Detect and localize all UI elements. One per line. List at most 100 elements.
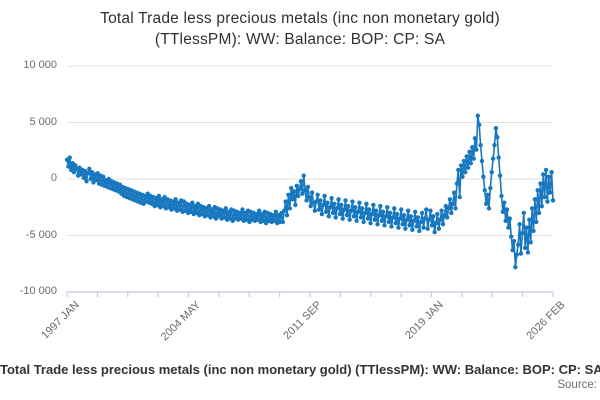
data-point (534, 219, 539, 225)
data-point (325, 200, 330, 205)
y-axis-label: -5 000 (25, 228, 57, 241)
data-point (327, 205, 333, 210)
data-point (492, 142, 497, 148)
data-point (291, 189, 297, 194)
data-point (393, 220, 398, 226)
data-point (282, 208, 287, 213)
data-point (531, 228, 536, 234)
data-point (405, 208, 411, 213)
data-point (472, 136, 478, 141)
data-point (482, 188, 487, 193)
data-point (346, 203, 351, 209)
data-point (525, 250, 531, 255)
data-point (463, 170, 468, 175)
source-label: Source: (557, 379, 597, 391)
data-point (394, 211, 400, 217)
data-point (372, 217, 377, 222)
data-point (67, 155, 72, 160)
y-axis-label: 0 (50, 172, 57, 184)
data-point (511, 238, 517, 244)
data-point (549, 170, 554, 175)
data-point (307, 194, 312, 200)
data-point (521, 210, 526, 216)
data-point (518, 251, 524, 256)
data-point (541, 172, 546, 177)
data-point (438, 217, 443, 222)
y-axis-label: -10 000 (19, 285, 57, 297)
data-point (316, 207, 322, 212)
data-point (190, 200, 195, 205)
data-point (302, 188, 308, 193)
data-point (298, 179, 304, 184)
data-point (410, 227, 415, 233)
data-point (461, 158, 467, 164)
data-point (329, 196, 334, 201)
data-point (451, 190, 457, 195)
data-point (323, 209, 329, 214)
data-point (444, 215, 450, 220)
data-point (415, 215, 421, 220)
data-point (481, 174, 486, 179)
data-point (361, 219, 366, 225)
data-point (73, 163, 78, 168)
data-point (543, 167, 549, 173)
data-point (408, 214, 414, 219)
data-point (364, 201, 369, 207)
data-point (84, 179, 89, 184)
data-point (453, 206, 458, 211)
data-point (380, 209, 386, 214)
data-point (428, 208, 433, 213)
chart-title-line1: Total Trade less precious metals (inc no… (100, 10, 500, 27)
y-axis-label: 5 000 (29, 115, 57, 128)
data-point (506, 225, 511, 230)
data-point (429, 223, 435, 228)
data-point (499, 193, 504, 199)
data-point (283, 199, 288, 204)
data-point (347, 217, 352, 222)
data-point (532, 197, 538, 202)
data-point (355, 209, 361, 214)
data-point (509, 234, 514, 239)
y-axis-label: 10 000 (23, 59, 57, 71)
data-point (301, 173, 306, 178)
data-point (449, 210, 454, 216)
data-point (456, 167, 461, 173)
data-point (464, 154, 469, 159)
data-point (520, 231, 525, 236)
data-point (287, 206, 293, 211)
data-point (507, 216, 513, 221)
chart-title-line2: (TTlessPM): WW: Balance: BOP: CP: SA (154, 31, 446, 48)
data-point (478, 142, 483, 148)
data-point (439, 208, 444, 213)
data-point (348, 208, 354, 213)
data-point (522, 245, 528, 251)
data-point (450, 201, 455, 207)
data-point (369, 211, 375, 217)
data-point (433, 220, 439, 226)
data-point (436, 226, 442, 231)
data-point (500, 209, 506, 214)
data-point (546, 174, 552, 179)
data-point (535, 188, 540, 193)
data-point (358, 215, 364, 220)
data-point (485, 192, 490, 198)
data-point (353, 205, 358, 210)
data-point (354, 218, 359, 224)
data-point (510, 247, 515, 253)
data-point (474, 147, 479, 152)
data-point (173, 197, 178, 202)
data-point (337, 211, 343, 217)
data-point (333, 215, 338, 220)
data-point (371, 202, 376, 208)
data-point (422, 216, 428, 221)
data-point (465, 165, 471, 170)
data-point (527, 217, 532, 222)
data-point (514, 252, 519, 257)
data-point (101, 174, 106, 179)
data-point (504, 207, 510, 212)
data-point (360, 206, 365, 211)
data-point (424, 207, 429, 212)
data-point (87, 166, 92, 172)
data-point (362, 210, 368, 216)
